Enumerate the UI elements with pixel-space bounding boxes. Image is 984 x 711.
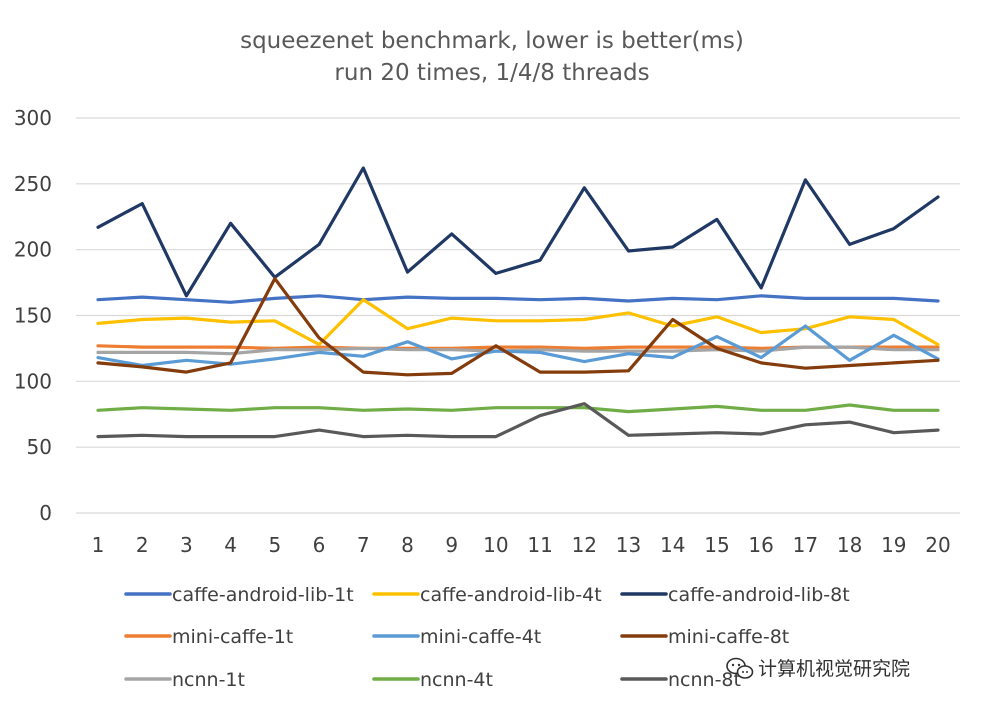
legend-label: caffe-android-lib-8t — [668, 584, 850, 606]
x-tick-label: 6 — [313, 533, 326, 557]
legend-label: caffe-android-lib-4t — [420, 584, 602, 606]
x-tick-label: 10 — [483, 533, 508, 557]
x-tick-label: 7 — [357, 533, 370, 557]
chart-title-group: squeezenet benchmark, lower is better(ms… — [240, 28, 744, 86]
watermark: 计算机视觉研究院 — [726, 657, 910, 680]
x-tick-label: 2 — [136, 533, 149, 557]
series-lines — [96, 166, 940, 439]
x-tick-label: 12 — [572, 533, 597, 557]
x-tick-label: 13 — [616, 533, 641, 557]
legend-label: ncnn-1t — [172, 669, 245, 691]
y-tick-label: 300 — [14, 106, 52, 130]
x-axis-ticks: 1 2 3 4 5 6 7 8 9 10 11 12 13 14 15 16 17 18 19 20 — [92, 533, 951, 557]
chart-title: squeezenet benchmark, lower is better(ms… — [240, 28, 744, 54]
y-axis-ticks: 0 50 100 150 200 250 300 — [14, 106, 52, 525]
series-line-caffe-android-lib-4t — [96, 298, 940, 347]
x-tick-label: 1 — [92, 533, 105, 557]
x-tick-label: 5 — [268, 533, 281, 557]
y-tick-label: 100 — [14, 369, 52, 393]
x-tick-label: 17 — [793, 533, 818, 557]
y-tick-label: 200 — [14, 238, 52, 262]
y-tick-label: 50 — [27, 435, 52, 459]
legend-label: ncnn-8t — [668, 669, 741, 691]
legend-label: caffe-android-lib-1t — [172, 584, 354, 606]
x-tick-label: 3 — [180, 533, 193, 557]
y-tick-label: 150 — [14, 304, 52, 328]
series-line-mini-caffe-8t — [96, 277, 940, 377]
x-tick-label: 9 — [445, 533, 458, 557]
x-tick-label: 16 — [748, 533, 773, 557]
series-line-caffe-android-lib-1t — [96, 294, 940, 304]
x-tick-label: 18 — [837, 533, 862, 557]
legend-label: mini-caffe-4t — [420, 626, 541, 648]
series-line-mini-caffe-4t — [96, 324, 940, 368]
x-tick-label: 15 — [704, 533, 729, 557]
series-line-ncnn-4t — [96, 403, 940, 414]
x-tick-label: 4 — [224, 533, 237, 557]
series-line-ncnn-8t — [96, 402, 940, 439]
x-tick-label: 8 — [401, 533, 414, 557]
x-tick-label: 14 — [660, 533, 685, 557]
y-tick-label: 250 — [14, 172, 52, 196]
chart-subtitle: run 20 times, 1/4/8 threads — [334, 60, 649, 86]
legend-label: ncnn-4t — [420, 669, 493, 691]
wechat-icon — [726, 657, 754, 679]
legend-label: mini-caffe-8t — [668, 626, 789, 648]
x-tick-label: 19 — [881, 533, 906, 557]
watermark-text: 计算机视觉研究院 — [758, 658, 910, 680]
x-tick-label: 20 — [925, 533, 950, 557]
x-tick-label: 11 — [527, 533, 552, 557]
series-line-caffe-android-lib-8t — [96, 166, 940, 298]
legend-label: mini-caffe-1t — [172, 626, 293, 648]
gridlines — [76, 117, 960, 514]
legend: caffe-android-lib-1t mini-caffe-1t ncnn-1t… — [124, 584, 850, 691]
y-tick-label: 0 — [39, 501, 52, 525]
